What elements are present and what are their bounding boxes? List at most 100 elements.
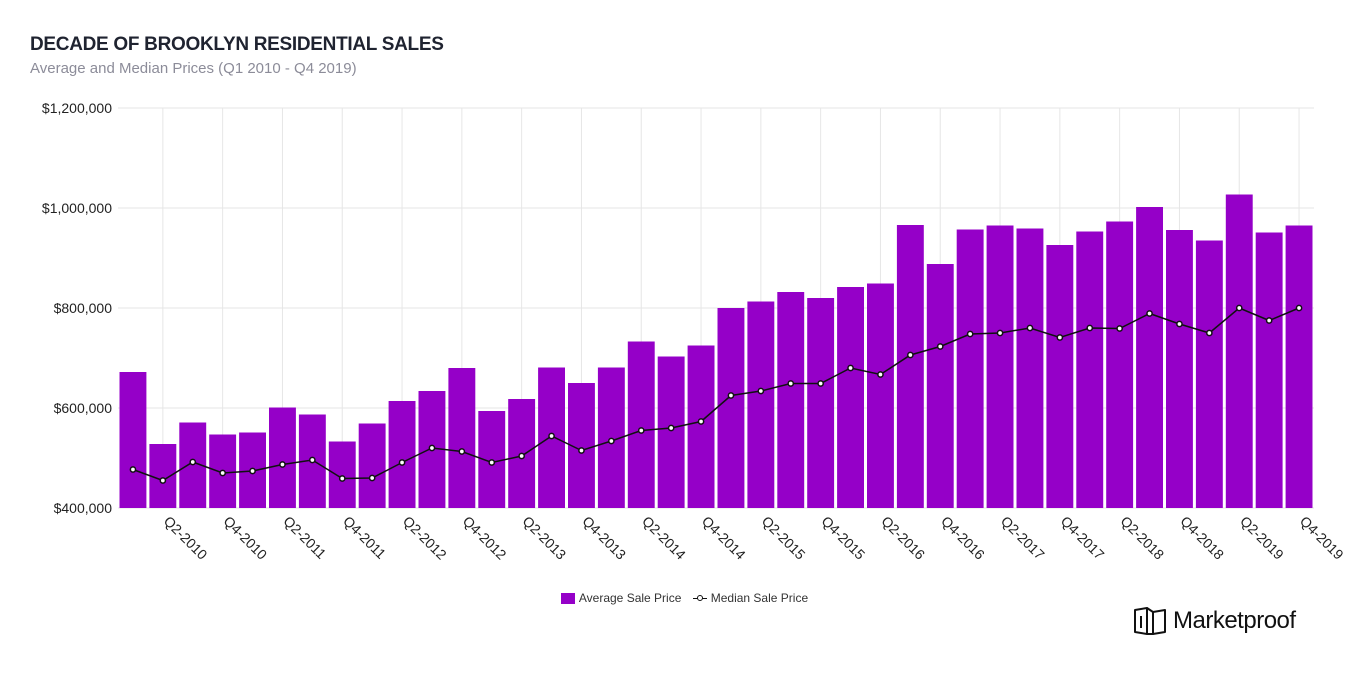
average-price-bar: [687, 345, 715, 508]
x-tick-label: Q2-2012: [400, 513, 450, 563]
median-price-point: [727, 392, 735, 399]
average-price-bar: [149, 444, 177, 508]
average-price-bar: [1046, 245, 1074, 508]
median-price-point: [398, 459, 406, 466]
brand-logo: Marketproof: [1133, 606, 1296, 636]
x-tick-label: Q4-2018: [1177, 513, 1227, 563]
x-tick-label: Q4-2016: [938, 513, 988, 563]
median-price-point: [428, 444, 436, 452]
median-price-point: [787, 380, 795, 387]
legend-median-label: Median Sale Price: [710, 591, 809, 605]
x-tick-label: Q2-2010: [161, 513, 211, 563]
x-axis: Q2-2010 Q4-2010 Q2-2011 Q4-2011 Q2-2012 Q4-20…: [161, 513, 1347, 563]
average-price-bar: [956, 229, 984, 508]
x-tick-label: Q4-2015: [819, 513, 869, 563]
legend-line-swatch: [692, 593, 707, 604]
x-tick-label: Q2-2013: [520, 513, 570, 563]
median-price-point: [458, 448, 466, 455]
median-price-point: [518, 452, 526, 460]
average-price-bar: [448, 368, 476, 508]
y-tick-label: $1,200,000: [42, 100, 112, 116]
average-price-bar: [747, 301, 775, 508]
y-axis: $400,000 $600,000 $800,000 $1,000,000 $1,200…: [42, 100, 112, 516]
average-price-bar: [986, 225, 1014, 508]
x-tick-label: Q4-2010: [221, 513, 271, 563]
median-price-point: [996, 329, 1004, 337]
median-price-point: [1116, 325, 1124, 332]
average-price-bar: [777, 292, 805, 508]
average-price-bar: [1016, 228, 1044, 508]
average-price-bar: [119, 372, 147, 508]
x-tick-label: Q2-2017: [998, 513, 1048, 563]
median-price-point: [637, 427, 645, 434]
y-tick-label: $400,000: [54, 500, 113, 516]
x-tick-label: Q2-2015: [759, 513, 809, 563]
median-price-point: [817, 380, 825, 387]
average-price-bar: [1166, 230, 1193, 508]
median-price-point: [966, 330, 974, 338]
median-price-point: [1295, 304, 1303, 312]
median-price-point: [159, 477, 167, 484]
average-price-bar: [627, 341, 655, 508]
x-tick-label: Q4-2014: [699, 513, 749, 563]
median-price-point: [368, 474, 376, 482]
median-price-point: [189, 458, 197, 466]
average-price-bar: [867, 283, 894, 508]
median-line-layer: [129, 304, 1303, 484]
average-price-bar: [807, 298, 835, 508]
chart-title: DECADE OF BROOKLYN RESIDENTIAL SALES: [30, 34, 444, 55]
x-tick-label: Q4-2013: [579, 513, 629, 563]
x-tick-label: Q4-2011: [340, 513, 389, 562]
median-price-point: [338, 475, 346, 482]
median-price-point: [877, 371, 884, 378]
x-tick-label: Q2-2011: [280, 513, 329, 562]
median-price-point: [757, 387, 765, 395]
average-price-bar: [328, 441, 356, 508]
median-price-point: [548, 432, 555, 440]
median-price-point: [847, 364, 854, 372]
average-price-bar: [896, 225, 924, 508]
median-price-point: [1265, 317, 1273, 324]
legend-average-label: Average Sale Price: [578, 591, 682, 605]
average-price-bar: [1195, 240, 1223, 508]
x-tick-label: Q2-2019: [1237, 513, 1287, 563]
average-price-bar: [1225, 194, 1253, 508]
legend: Average Sale Price Median Sale Price: [0, 591, 1369, 607]
median-price-point: [608, 437, 615, 445]
average-price-bar: [657, 356, 685, 508]
median-price-point: [697, 418, 705, 425]
x-tick-label: Q4-2012: [460, 513, 510, 563]
median-price-point: [1056, 334, 1064, 341]
median-price-point: [1026, 324, 1034, 332]
median-price-point: [667, 424, 675, 432]
average-price-bar: [269, 407, 296, 508]
median-price-point: [1176, 320, 1183, 328]
brand-name: Marketproof: [1173, 607, 1296, 634]
legend-item-average[interactable]: Average Sale Price: [560, 591, 682, 605]
median-price-point: [907, 351, 914, 359]
average-price-bar: [926, 264, 954, 508]
x-tick-label: Q2-2018: [1118, 513, 1168, 563]
average-price-bar: [388, 401, 416, 508]
median-price-point: [279, 461, 286, 468]
bar-layer: [119, 194, 1313, 508]
median-price-point: [309, 456, 316, 464]
x-tick-label: Q4-2019: [1297, 513, 1347, 563]
legend-bar-swatch: [560, 592, 575, 604]
y-tick-label: $600,000: [54, 400, 113, 416]
average-price-bar: [358, 423, 386, 508]
legend-item-median[interactable]: Median Sale Price: [692, 591, 809, 605]
median-price-point: [219, 469, 226, 477]
average-price-bar: [717, 308, 745, 508]
average-price-bar: [1255, 232, 1283, 508]
median-price-point: [1235, 304, 1243, 312]
chart-subtitle: Average and Median Prices (Q1 2010 - Q4 …: [30, 60, 357, 77]
average-price-bar: [1136, 207, 1163, 508]
grid-layer: [118, 107, 1314, 509]
average-price-bar: [1106, 221, 1134, 508]
median-price-line: [132, 307, 1300, 482]
y-tick-label: $1,000,000: [42, 200, 112, 216]
median-price-point: [1086, 324, 1094, 332]
average-price-bar: [837, 287, 864, 508]
